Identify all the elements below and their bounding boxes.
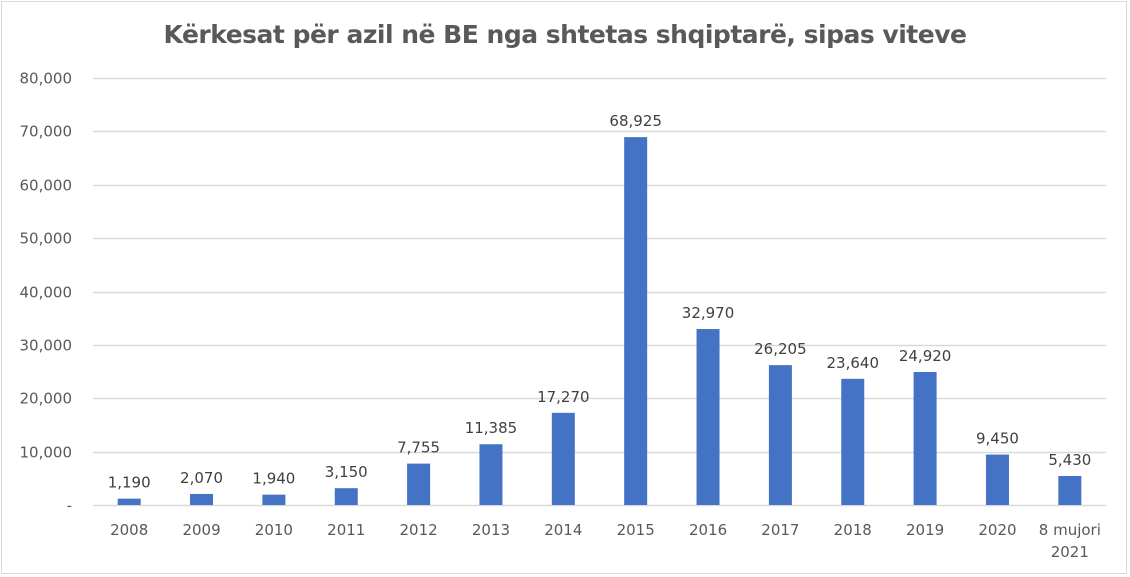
- x-tick-label: 2011: [327, 521, 365, 539]
- x-tick-label: 2020: [978, 521, 1016, 539]
- x-tick-label: 2018: [834, 521, 872, 539]
- data-label: 9,450: [976, 430, 1019, 448]
- bar: [551, 412, 575, 505]
- data-labels: 1,190 2,070 1,940 3,150 7,755 11,385 17,270 68,…: [108, 112, 1092, 492]
- x-tick-label: 2009: [182, 521, 220, 539]
- bar: [696, 329, 720, 505]
- y-tick-label: 30,000: [20, 337, 73, 355]
- data-label: 1,190: [108, 474, 151, 492]
- chart-title: Kërkesat për azil në BE nga shtetas shqi…: [163, 20, 967, 49]
- y-tick-label: 40,000: [20, 284, 73, 302]
- x-tick-label: 2010: [255, 521, 293, 539]
- x-tick-label: 2014: [544, 521, 582, 539]
- y-tick-label: 50,000: [20, 230, 73, 248]
- x-tick-label: 8 mujori 2021: [1039, 521, 1101, 561]
- y-tick-label: 80,000: [20, 70, 73, 88]
- data-label: 23,640: [827, 354, 880, 372]
- bars: [117, 137, 1082, 506]
- y-tick-label: -: [67, 497, 72, 515]
- data-label: 1,940: [252, 470, 295, 488]
- bar: [117, 498, 141, 505]
- data-label: 32,970: [682, 304, 735, 322]
- bar: [262, 494, 286, 505]
- x-tick-label: 2008: [110, 521, 148, 539]
- y-axis-ticks: - 10,000 20,000 30,000 40,000 50,000 60,000 70,…: [20, 70, 73, 515]
- x-tick-label: 2012: [400, 521, 438, 539]
- data-label: 7,755: [397, 439, 440, 457]
- data-label: 3,150: [325, 463, 368, 481]
- y-tick-label: 10,000: [20, 444, 73, 462]
- bar: [334, 488, 358, 505]
- bar: [913, 371, 937, 505]
- data-label: 24,920: [899, 347, 952, 365]
- x-tick-label: 2015: [617, 521, 655, 539]
- data-label: 11,385: [465, 419, 518, 437]
- bar: [190, 493, 214, 505]
- x-tick-label: 2013: [472, 521, 510, 539]
- x-tick-label: 2017: [761, 521, 799, 539]
- data-label: 2,070: [180, 469, 223, 487]
- x-tick-label: 2019: [906, 521, 944, 539]
- data-label: 5,430: [1048, 451, 1091, 469]
- x-axis-ticks: 2008 2009 2010 2011 2012 2013 2014 2015 2016 2017…: [110, 521, 1101, 561]
- gridlines: [93, 77, 1106, 507]
- bar: [985, 454, 1009, 505]
- data-label: 26,205: [754, 340, 807, 358]
- bar: [479, 444, 503, 505]
- data-label: 68,925: [609, 112, 662, 130]
- data-label: 17,270: [537, 388, 590, 406]
- bar: [1058, 476, 1082, 505]
- x-tick-label: 2016: [689, 521, 727, 539]
- y-tick-label: 70,000: [20, 123, 73, 141]
- bar: [624, 137, 648, 506]
- bar: [768, 365, 792, 505]
- y-tick-label: 20,000: [20, 390, 73, 408]
- y-tick-label: 60,000: [20, 177, 73, 195]
- bar: [407, 463, 431, 505]
- bar: [841, 378, 865, 505]
